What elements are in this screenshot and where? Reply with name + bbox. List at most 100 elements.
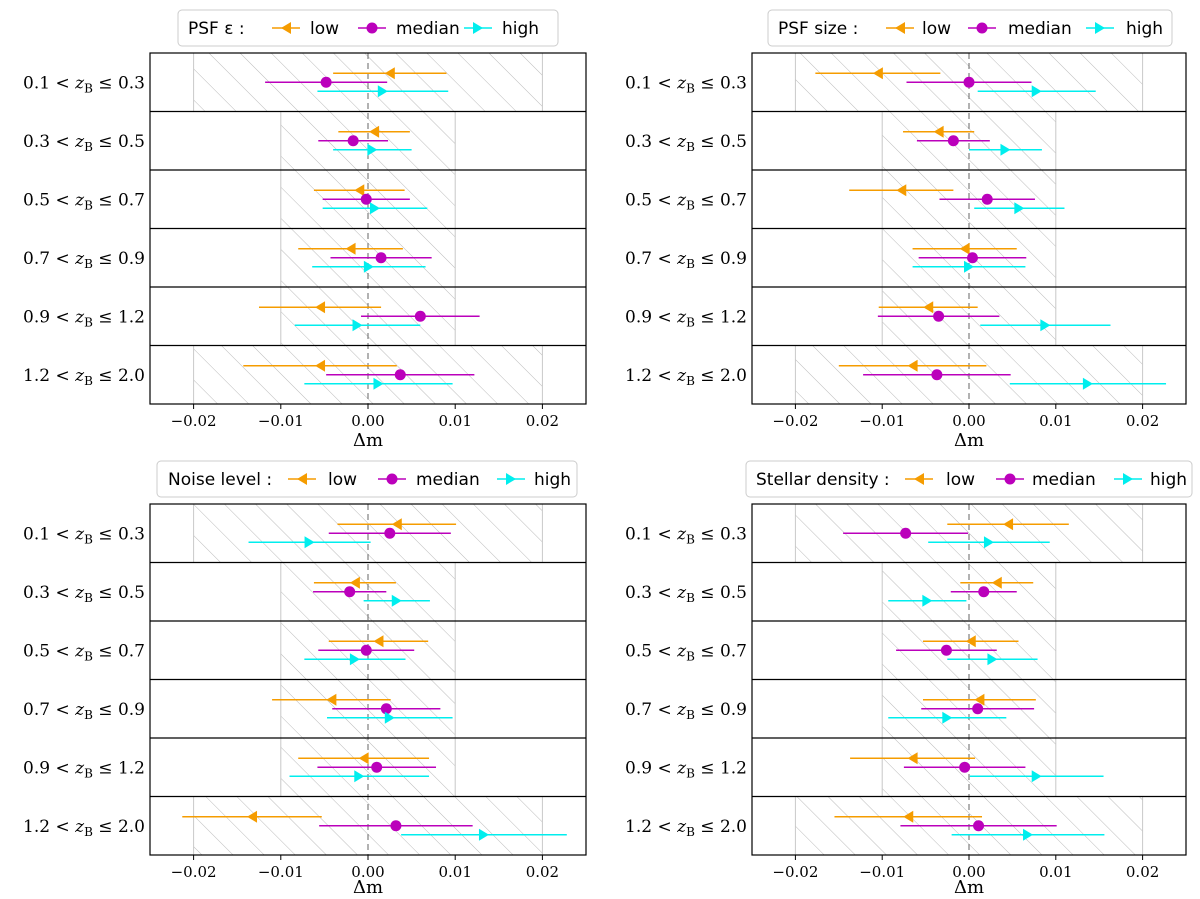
marker-low (903, 810, 914, 823)
x-tick-label: −0.02 (171, 863, 217, 881)
legend-high-label: high (1150, 470, 1187, 490)
marker-median (900, 527, 912, 539)
legend-high-label: high (502, 19, 539, 39)
row-separators (752, 110, 1186, 347)
marker-median (394, 369, 406, 381)
row-label: 0.9 < zB ≤ 1.2 (23, 307, 145, 329)
x-tick-label: 0.01 (438, 863, 471, 881)
legend-high-marker (1095, 22, 1105, 34)
marker-median (981, 193, 993, 205)
marker-median (978, 586, 990, 598)
row-label: 0.5 < zB ≤ 0.7 (625, 641, 747, 663)
marker-high (391, 594, 402, 607)
marker-high (352, 319, 363, 332)
row-label: 0.1 < zB ≤ 0.3 (23, 524, 145, 546)
marker-low (907, 752, 918, 765)
legend-median-marker (976, 22, 988, 34)
legend-median-marker (386, 473, 398, 485)
legend-low-marker (297, 473, 307, 485)
marker-high (369, 202, 380, 215)
marker-low (872, 67, 883, 80)
marker-median (320, 76, 332, 88)
row-separators (150, 561, 586, 798)
marker-median (344, 586, 356, 598)
marker-high (1000, 143, 1011, 156)
data-marks (815, 67, 1167, 390)
marker-median (972, 703, 984, 715)
legend-median-label: median (416, 470, 480, 490)
marker-median (347, 135, 359, 147)
panel-psf-size: −0.02 −0.01 0.00 0.01 0.02 0.1 < zB ≤ 0.3 0.3… (625, 9, 1187, 451)
marker-low (991, 576, 1002, 589)
marker-median (384, 527, 396, 539)
x-tick-label: −0.01 (859, 412, 905, 430)
marker-low (358, 752, 369, 765)
marker-median (940, 644, 952, 656)
row-label: 0.9 < zB ≤ 1.2 (625, 758, 747, 780)
marker-low (354, 184, 365, 197)
panel-psf-ellipticity: −0.02 −0.01 0.00 0.01 0.02 0.1 < zB ≤ 0.3 0.3… (23, 9, 587, 451)
row-label: 1.2 < zB ≤ 2.0 (23, 817, 145, 839)
marker-high (964, 260, 974, 273)
marker-low (315, 301, 326, 314)
row-separators (150, 110, 586, 347)
x-tick-label: −0.02 (171, 412, 217, 430)
panel-stellar-density: −0.02 −0.01 0.00 0.01 0.02 0.1 < zB ≤ 0.3 0.3… (625, 460, 1193, 898)
row-labels: 0.1 < zB ≤ 0.3 0.3 < zB ≤ 0.5 0.5 < zB ≤ 0… (23, 524, 145, 839)
marker-high (1040, 319, 1051, 332)
x-ticks: −0.02 −0.01 0.00 0.01 0.02 (772, 855, 1159, 881)
marker-median (360, 644, 372, 656)
marker-low (896, 184, 907, 197)
row-label: 0.3 < zB ≤ 0.5 (625, 132, 747, 154)
legend-box (156, 460, 578, 498)
row-label: 1.2 < zB ≤ 2.0 (625, 366, 747, 388)
marker-median (966, 252, 978, 264)
legend-high-label: high (534, 470, 571, 490)
row-label: 0.9 < zB ≤ 1.2 (625, 307, 747, 329)
marker-high (367, 143, 378, 156)
marker-high (354, 770, 365, 783)
row-label: 0.7 < zB ≤ 0.9 (23, 700, 145, 722)
row-label: 0.1 < zB ≤ 0.3 (625, 524, 747, 546)
x-axis-label: Δm (353, 877, 383, 898)
legend: Stellar density : low median high (745, 460, 1193, 498)
legend-high-marker (1123, 473, 1133, 485)
x-tick-label: −0.01 (258, 412, 304, 430)
legend-median-marker (1004, 473, 1016, 485)
marker-high (942, 711, 953, 724)
x-tick-label: 0.02 (526, 863, 559, 881)
x-ticks: −0.02 −0.01 0.00 0.01 0.02 (171, 404, 559, 430)
marker-high (377, 85, 388, 98)
marker-low (315, 359, 326, 372)
data-marks (834, 518, 1105, 841)
marker-high (922, 594, 933, 607)
marker-median (414, 310, 426, 322)
x-tick-label: 0.02 (1126, 863, 1159, 881)
marker-low (965, 635, 976, 648)
x-tick-label: −0.02 (772, 412, 818, 430)
x-tick-label: 0.00 (952, 412, 985, 430)
marker-median (375, 252, 387, 264)
marker-low (907, 359, 918, 372)
marker-high (363, 260, 374, 273)
marker-low (933, 125, 944, 138)
marker-high (304, 536, 315, 549)
marker-low (923, 301, 934, 314)
x-ticks: −0.02 −0.01 0.00 0.01 0.02 (171, 855, 559, 881)
legend-median-label: median (1008, 19, 1072, 39)
row-label: 0.3 < zB ≤ 0.5 (23, 583, 145, 605)
row-labels: 0.1 < zB ≤ 0.3 0.3 < zB ≤ 0.5 0.5 < zB ≤ 0… (625, 73, 747, 388)
marker-low (369, 125, 380, 138)
x-ticks: −0.02 −0.01 0.00 0.01 0.02 (772, 404, 1159, 430)
marker-median (959, 761, 971, 773)
legend: PSF size : low median high (767, 9, 1173, 47)
data-marks (243, 67, 480, 390)
marker-high (478, 828, 489, 841)
legend-box (745, 460, 1193, 498)
marker-median (963, 76, 975, 88)
row-label: 1.2 < zB ≤ 2.0 (625, 817, 747, 839)
marker-median (380, 703, 392, 715)
legend-low-label: low (946, 470, 975, 490)
legend-high-marker (506, 473, 516, 485)
